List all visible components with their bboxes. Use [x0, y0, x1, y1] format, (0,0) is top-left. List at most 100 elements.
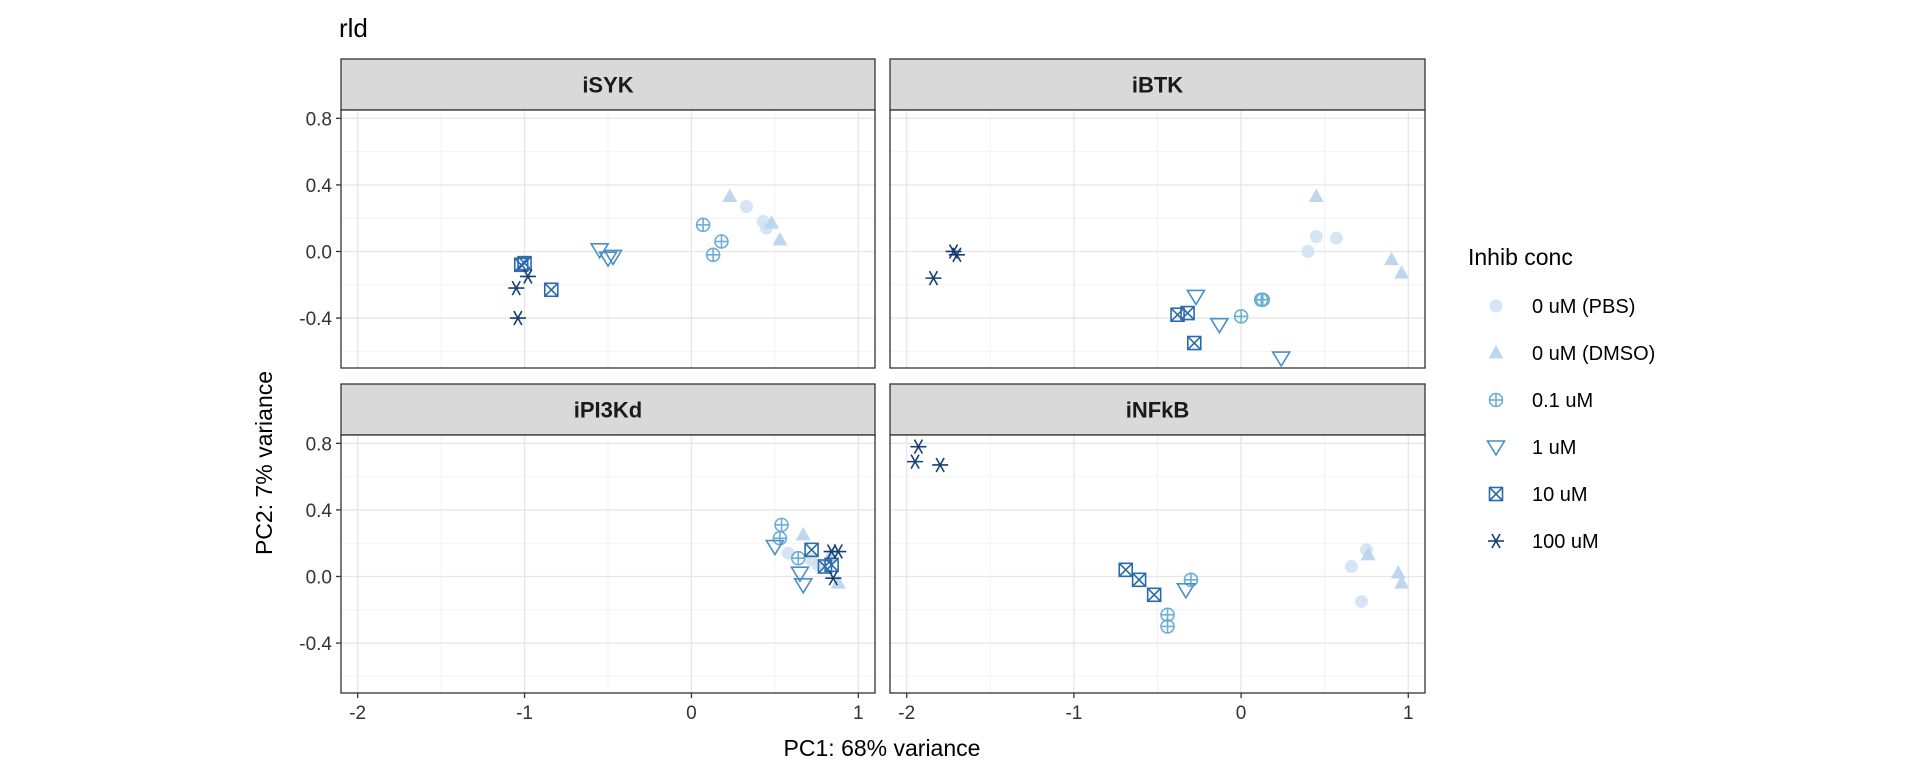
facet-strip-label: iSYK	[582, 73, 633, 98]
legend-item-100-um: 100 uM	[1488, 531, 1599, 553]
legend-label: 100 uM	[1532, 531, 1599, 553]
facet-strip-ibtk	[889, 58, 1426, 111]
data-point	[772, 530, 788, 546]
series-0-um-pbs	[1344, 543, 1373, 608]
x-tick-label: -2	[898, 703, 915, 724]
data-point	[774, 517, 789, 533]
data-point	[830, 575, 846, 589]
panel-border	[889, 434, 1426, 694]
facet-panel-isyk: iSYK	[340, 58, 876, 369]
y-tick-label: 0.8	[306, 109, 332, 130]
panel-border	[889, 109, 1426, 369]
data-point	[790, 550, 806, 566]
series-1-um	[1176, 582, 1196, 600]
facet-strip-isyk	[340, 58, 876, 111]
data-point	[1354, 594, 1368, 608]
legend-key-asterisk	[1488, 533, 1504, 549]
data-point	[519, 269, 536, 284]
data-point	[789, 566, 810, 583]
y-axis-title: PC2: 7% variance	[251, 371, 277, 555]
data-point	[764, 215, 780, 229]
y-tick-label: 0.0	[306, 567, 332, 588]
axes: -0.4 0.0 0.4 0.8 -0.4 0.0 0.4 0.8 -2 -1 0 1 -2 -1 0 1	[299, 109, 1413, 724]
legend-item-0-um-pbs: 0 uM (PBS)	[1489, 296, 1635, 318]
data-point	[714, 234, 729, 249]
data-point	[1186, 335, 1202, 351]
series-10-um	[1170, 305, 1202, 351]
legend-label: 1 uM	[1532, 437, 1576, 459]
data-point	[1390, 565, 1406, 579]
legend-item-0-um-dmso: 0 uM (DMSO)	[1488, 343, 1655, 365]
data-point	[1394, 575, 1410, 589]
series-0-um-dmso	[722, 188, 788, 246]
series-1-um	[764, 539, 814, 595]
grid-lines	[341, 110, 875, 368]
series-0-um-dmso	[1308, 188, 1410, 279]
data-point	[1186, 289, 1206, 306]
data-point	[793, 578, 814, 595]
x-tick-label: 1	[853, 703, 864, 724]
data-point	[1131, 572, 1147, 588]
legend-item-0-1-um: 0.1 uM	[1488, 390, 1593, 412]
data-point	[795, 526, 811, 541]
data-point	[830, 544, 847, 559]
data-point	[1209, 317, 1230, 335]
data-point	[1384, 251, 1400, 266]
legend-label: 0 uM (DMSO)	[1532, 343, 1655, 365]
legend-key-triangle	[1488, 345, 1504, 359]
x-tick-label: -1	[516, 703, 533, 724]
data-point	[772, 231, 788, 246]
legend-key-square-x	[1488, 486, 1504, 502]
data-point	[825, 570, 842, 586]
data-point	[1308, 188, 1324, 203]
data-point	[705, 247, 721, 263]
data-point	[1180, 305, 1195, 321]
y-tick-label: 0.8	[306, 434, 332, 455]
series-100-um	[925, 244, 965, 286]
data-points	[925, 188, 1410, 368]
data-point	[804, 542, 819, 558]
data-point	[907, 454, 924, 470]
data-point	[740, 200, 754, 214]
data-points	[907, 439, 1410, 634]
series-1-um	[589, 243, 623, 268]
data-point	[1176, 582, 1196, 600]
data-point	[948, 247, 965, 263]
panel-border	[340, 109, 876, 369]
data-point	[1255, 292, 1271, 308]
data-point	[932, 457, 949, 473]
x-tick-label: 1	[1403, 703, 1414, 724]
x-tick-label: -1	[1065, 703, 1082, 724]
facet-panel-ipi3kd: iPI3Kd	[340, 383, 876, 694]
series-100-um	[508, 269, 536, 326]
x-tick-label: 0	[1236, 703, 1247, 724]
data-point	[1146, 587, 1162, 603]
x-tick-label: 0	[686, 703, 697, 724]
legend-key-circle	[1489, 299, 1503, 313]
data-points	[508, 188, 788, 326]
data-point	[824, 557, 839, 573]
data-point	[1271, 351, 1292, 368]
data-point	[764, 539, 785, 557]
data-point	[543, 282, 559, 298]
data-point	[1301, 244, 1315, 258]
panel-border	[340, 434, 876, 694]
legend-label: 10 uM	[1532, 484, 1588, 506]
series-0-1-um	[772, 517, 806, 566]
grid-lines	[341, 435, 875, 693]
data-point	[598, 251, 618, 268]
data-point	[508, 280, 525, 296]
data-points	[764, 517, 847, 595]
series-100-um	[823, 544, 847, 586]
facet-strip-label: iBTK	[1132, 73, 1183, 98]
facet-panel-ibtk: iBTK	[889, 58, 1426, 369]
data-point	[1233, 309, 1249, 324]
x-tick-label: -2	[349, 703, 366, 724]
series-0-1-um	[1233, 292, 1271, 324]
data-point	[1309, 230, 1323, 244]
series-0-um-pbs	[1301, 230, 1343, 258]
series-10-um	[1118, 562, 1162, 603]
facet-panels: iSYK iBTK iPI3Kd iNFkB	[340, 58, 1426, 694]
data-point	[722, 188, 738, 203]
